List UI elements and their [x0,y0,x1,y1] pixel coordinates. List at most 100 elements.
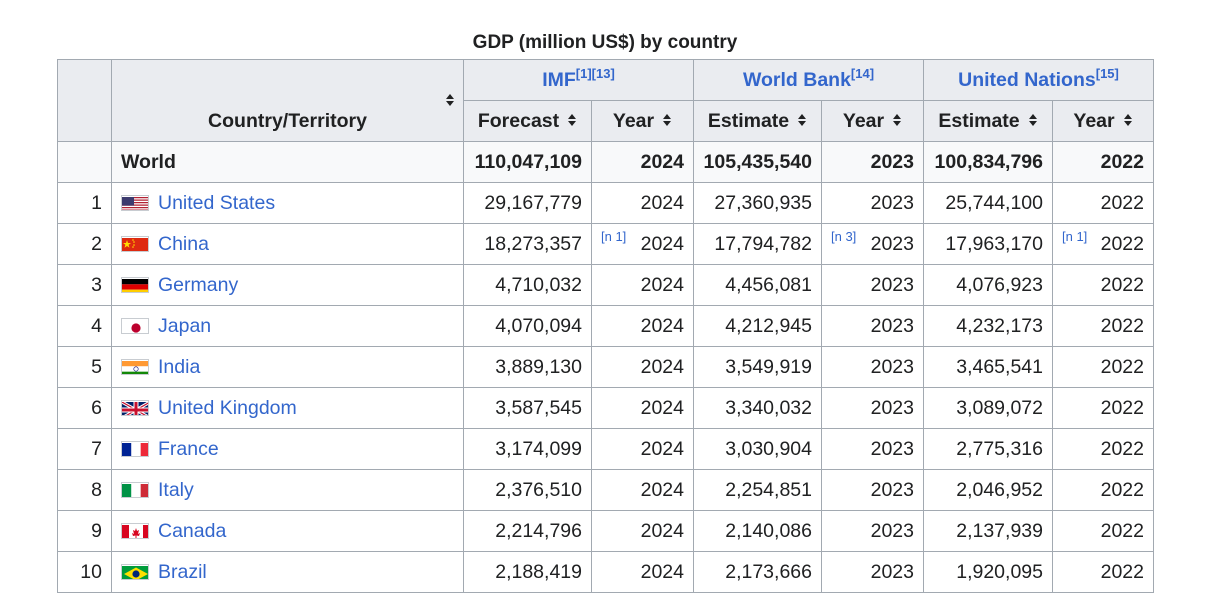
year-value: 2022 [1100,355,1144,378]
country-link[interactable]: China [158,232,209,255]
sort-icon[interactable] [892,114,902,128]
imf-value-cell: 18,273,357 [463,223,592,265]
wb-year-cell: 2023 [821,510,924,552]
country-link[interactable]: United States [158,191,276,214]
un-value-cell: 25,744,100 [923,182,1053,224]
un-year-cell: 2022 [1052,428,1154,470]
country-link[interactable]: Japan [158,314,212,337]
year-value: 2023 [870,437,914,460]
un-year-header[interactable]: Year [1052,100,1154,142]
rank-cell: 2 [57,223,112,265]
imf-year-cell: 2024 [591,387,694,429]
imf-year-cell: 2024 [591,264,694,306]
wb-estimate-header[interactable]: Estimate [693,100,822,142]
sort-icon[interactable] [445,94,455,108]
country-link[interactable]: United Kingdom [158,396,297,419]
un-year-cell: 2022 [1052,182,1154,224]
imf-refs[interactable]: [1][13] [575,65,615,81]
year-value: 2022 [1100,396,1144,419]
sort-icon[interactable] [1028,114,1038,128]
un-year-cell: 2022 [1052,305,1154,347]
imf-link[interactable]: IMF [542,68,576,91]
year-value: 2024 [640,478,684,501]
year-value: 2024 [640,560,684,583]
wb-value-cell: 2,254,851 [693,469,822,511]
wb-value-cell: 4,212,945 [693,305,822,347]
year-value: 2023 [870,273,914,296]
year-value: 2022 [1100,191,1144,214]
worldbank-refs[interactable]: [14] [850,65,875,81]
rank-cell: 10 [57,551,112,593]
china-flag [121,235,149,252]
country-link[interactable]: Italy [158,478,194,501]
sort-icon[interactable] [1123,114,1133,128]
india-flag [121,358,149,375]
year-value: 2022 [1100,314,1144,337]
un-value-cell: 4,232,173 [923,305,1053,347]
year-value: 2023 [870,314,914,337]
italy-flag [121,481,149,498]
country-link[interactable]: Brazil [158,560,207,583]
country-header-label: Country/Territory [208,110,367,132]
wb-value-cell: 2,173,666 [693,551,822,593]
un-value-cell: 4,076,923 [923,264,1053,306]
wb-year-cell: 2023 [821,428,924,470]
un-refs[interactable]: [15] [1095,65,1119,81]
imf-year-header[interactable]: Year [591,100,694,142]
wb-value-cell: 27,360,935 [693,182,822,224]
country-link[interactable]: Germany [158,273,239,296]
table-row: 7 France 3,174,099 2024 3,030,904 2023 2… [57,428,1154,470]
country-cell: Japan [111,305,464,347]
japan-flag [121,317,149,334]
wb-value-cell: 17,794,782 [693,223,822,265]
footnote-link[interactable]: [n 1] [601,228,627,244]
wb-year-cell: 2023 [821,305,924,347]
wb-year-header[interactable]: Year [821,100,924,142]
sort-icon[interactable] [797,114,807,128]
table-row: 1 United States 29,167,779 2024 27,360,9… [57,182,1154,224]
wb-year-cell: 2023 [821,551,924,593]
imf-year-cell: 2024 [591,305,694,347]
uk-flag [121,399,149,416]
imf-year-cell: 2024 [591,469,694,511]
rank-cell: 6 [57,387,112,429]
year-value: 2024 [640,191,684,214]
country-link[interactable]: France [158,437,219,460]
country-link[interactable]: Canada [158,519,227,542]
worldbank-link[interactable]: World Bank [742,68,851,91]
un-year-cell: 2022 [1052,551,1154,593]
un-year-cell: 2022 [1052,264,1154,306]
un-value-cell: 3,089,072 [923,387,1053,429]
un-year-cell: 2022 [1052,387,1154,429]
footnote-link[interactable]: [n 1] [1062,228,1088,244]
imf-forecast-header[interactable]: Forecast [463,100,592,142]
us-flag [121,194,149,211]
sort-icon[interactable] [567,114,577,128]
un-value-cell: 2,046,952 [923,469,1053,511]
imf-value-cell: 4,070,094 [463,305,592,347]
country-header[interactable]: Country/Territory [111,59,464,142]
year-value: 2023 [870,191,914,214]
year-value: 2024 [640,273,684,296]
world-name: World [111,141,464,183]
country-cell: India [111,346,464,388]
world-imf-value: 110,047,109 [463,141,592,183]
imf-year-cell: 2024 [591,182,694,224]
imf-year-cell: 2024 [591,551,694,593]
un-year-cell: 2022 [1052,346,1154,388]
wb-year-cell: 2023 [821,387,924,429]
sort-icon[interactable] [662,114,672,128]
footnote-link[interactable]: [n 3] [831,228,857,244]
un-link[interactable]: United Nations [958,68,1096,91]
imf-value-cell: 3,587,545 [463,387,592,429]
imf-value-cell: 3,174,099 [463,428,592,470]
imf-value-cell: 2,376,510 [463,469,592,511]
table-caption: GDP (million US$) by country [472,32,738,53]
table-row: 3 Germany 4,710,032 2024 4,456,081 2023 … [57,264,1154,306]
table-row: 8 Italy 2,376,510 2024 2,254,851 2023 2,… [57,469,1154,511]
year-value: 2024 [640,519,684,542]
year-value: 2023 [870,519,914,542]
country-link[interactable]: India [158,355,201,378]
un-estimate-header[interactable]: Estimate [923,100,1053,142]
germany-flag [121,276,149,293]
